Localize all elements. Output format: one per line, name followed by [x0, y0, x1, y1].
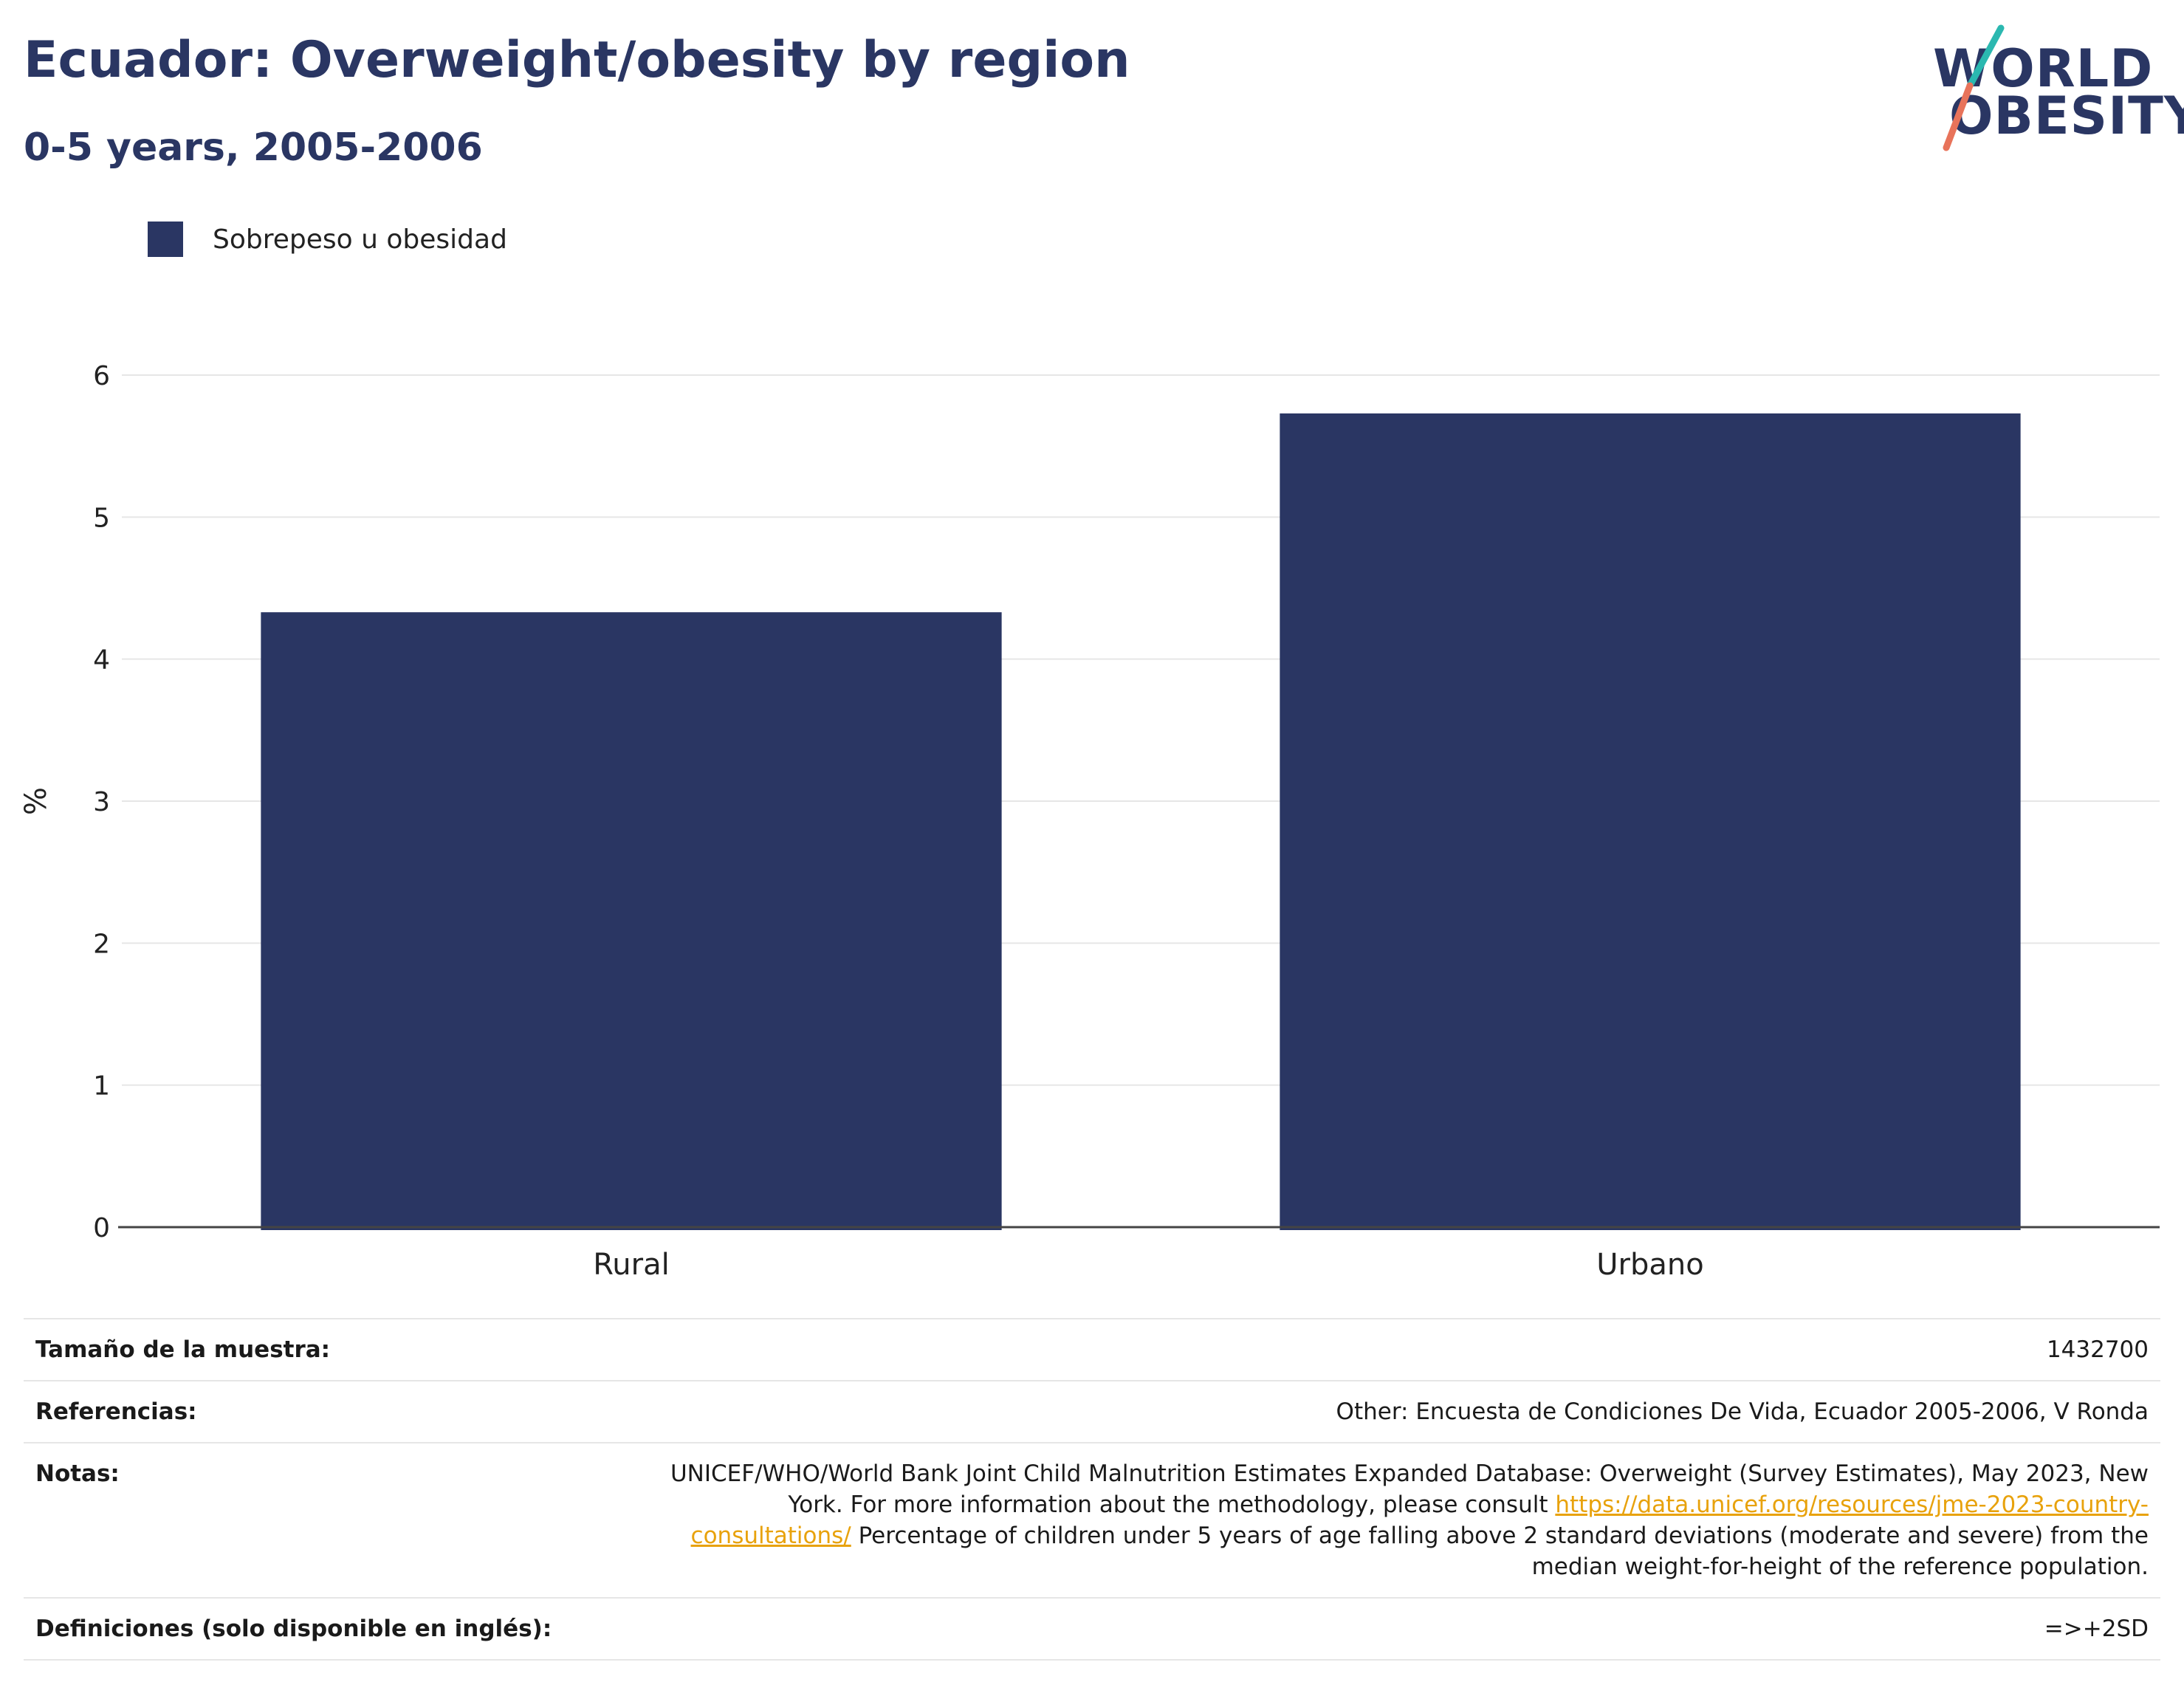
sample-size-row: Tamaño de la muestra: 1432700 — [24, 1318, 2160, 1380]
chart-title: Ecuador: Overweight/obesity by region — [24, 31, 1130, 89]
y-tick-label: 0 — [93, 1213, 110, 1243]
bar-chart: 0 1 2 3 4 5 6% Rural Urbano — [19, 361, 2160, 1282]
x-tick-label: Rural — [593, 1248, 669, 1282]
notes-value: UNICEF/WHO/World Bank Joint Child Malnut… — [635, 1458, 2149, 1582]
x-tick-label: Urbano — [1596, 1248, 1703, 1282]
y-tick-label: 5 — [93, 503, 110, 533]
references-value: Other: Encuesta de Condiciones De Vida, … — [1336, 1398, 2149, 1425]
sample-size-value: 1432700 — [2046, 1336, 2149, 1363]
notes-text-2: Percentage of children under 5 years of … — [851, 1522, 2149, 1580]
chart-subtitle: 0-5 years, 2005-2006 — [24, 126, 483, 170]
bar-rural — [261, 612, 1002, 1230]
notes-label: Notas: — [35, 1460, 120, 1487]
y-tick-label: 3 — [93, 787, 110, 817]
notes-link[interactable]: https://data.unicef.org/resources/jme-20… — [690, 1491, 2149, 1549]
sample-size-label: Tamaño de la muestra: — [35, 1336, 331, 1363]
legend-label: Sobrepeso u obesidad — [213, 224, 507, 255]
definitions-label: Definiciones (solo disponible en inglés)… — [35, 1616, 552, 1642]
definitions-row: Definiciones (solo disponible en inglés)… — [24, 1597, 2160, 1661]
legend[interactable]: Sobrepeso u obesidad — [148, 222, 507, 257]
definitions-value: =>+2SD — [2044, 1616, 2149, 1642]
notes-text-1: UNICEF/WHO/World Bank Joint Child Malnut… — [670, 1460, 2149, 1518]
notes-row: Notas: UNICEF/WHO/World Bank Joint Child… — [24, 1442, 2160, 1597]
logo-slash-icon — [1943, 24, 2005, 151]
y-tick-label: 6 — [93, 361, 110, 391]
world-obesity-logo: WORLD OBESITY — [1920, 22, 2184, 155]
legend-swatch — [148, 222, 183, 257]
y-axis-label: % — [19, 787, 53, 815]
references-row: Referencias: Other: Encuesta de Condicio… — [24, 1380, 2160, 1442]
y-tick-label: 2 — [93, 929, 110, 959]
logo-word-obesity: OBESITY — [1949, 86, 2184, 146]
y-tick-label: 4 — [93, 645, 110, 676]
metadata-table: Tamaño de la muestra: 1432700 Referencia… — [24, 1318, 2160, 1661]
y-tick-label: 1 — [93, 1071, 110, 1102]
references-label: Referencias: — [35, 1398, 197, 1425]
bar-urbano — [1280, 413, 2021, 1231]
